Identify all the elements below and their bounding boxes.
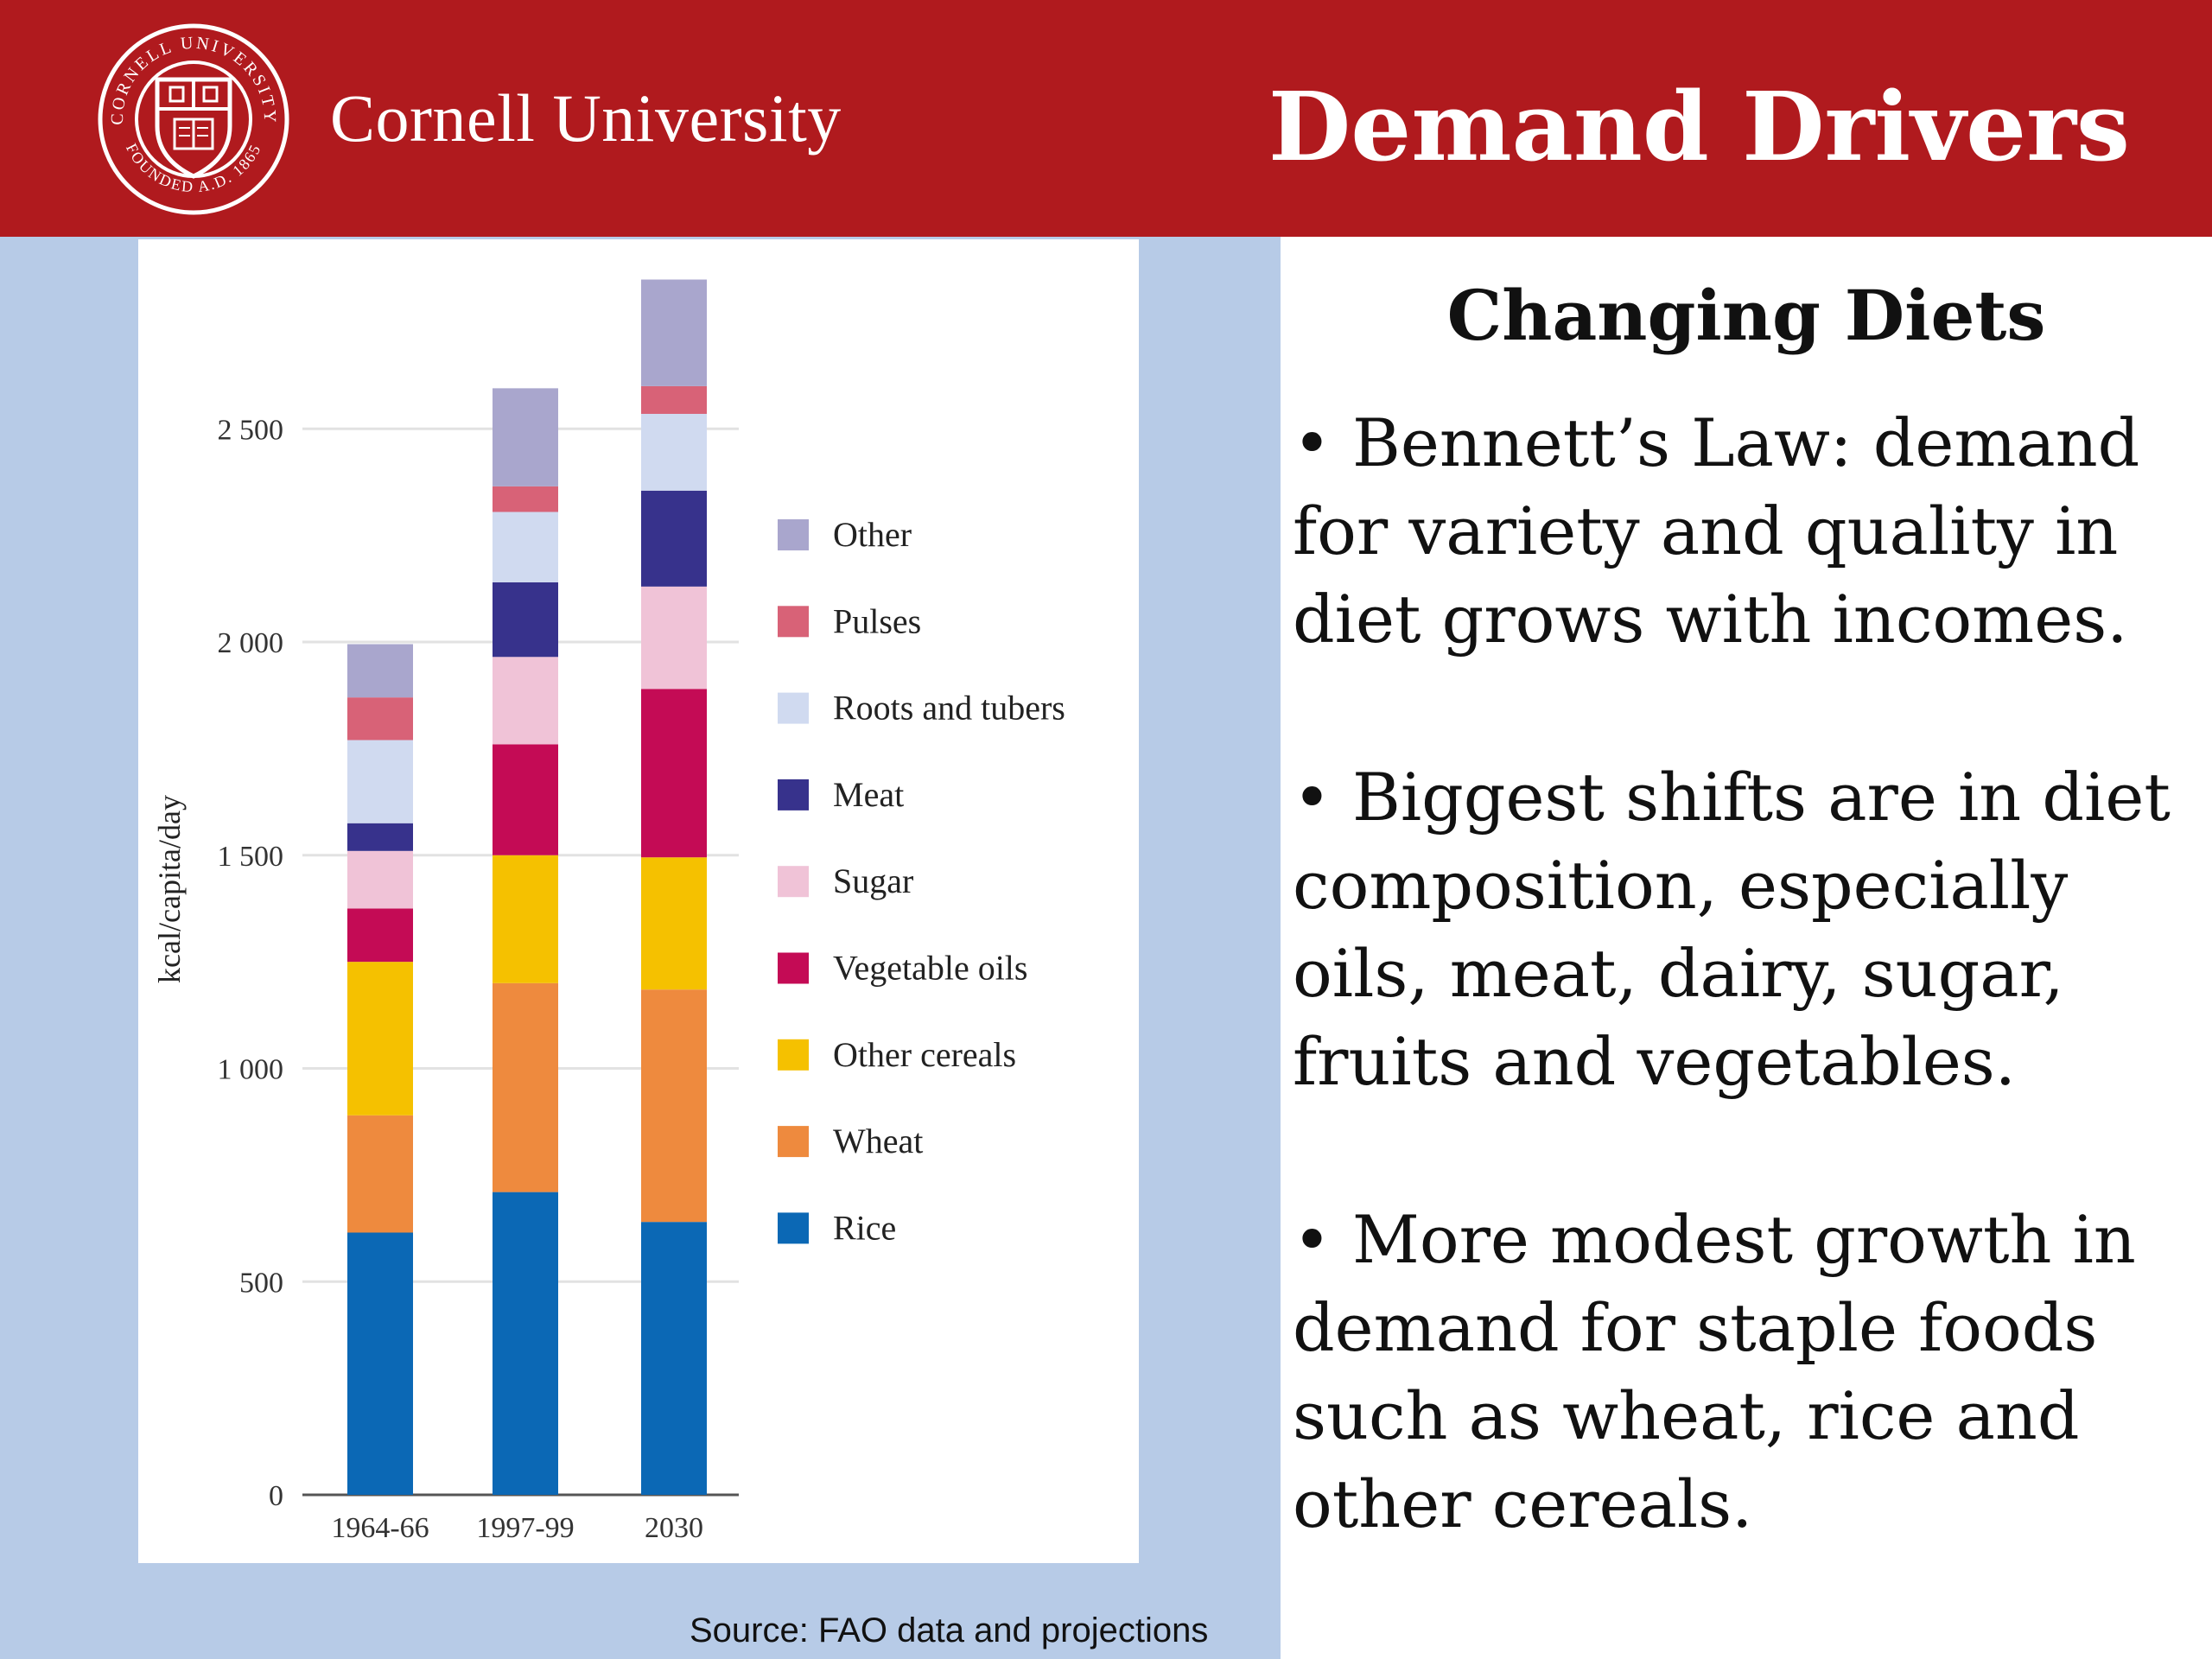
bar-1964-66-roots-and-tubers: [347, 740, 413, 823]
bar-2030-other-cereals: [641, 857, 707, 990]
legend-swatch-vegetable-oils: [778, 952, 809, 984]
legend-label-pulses: Pulses: [833, 601, 921, 640]
legend-label-wheat: Wheat: [833, 1122, 923, 1160]
y-axis-label: kcal/capita/day: [152, 795, 187, 983]
bullet-bennetts-law: Bennett’s Law: demand for variety and qu…: [1293, 399, 2200, 664]
bar-1997-99-meat: [493, 582, 558, 658]
bar-1997-99-pulses: [493, 486, 558, 512]
university-name: Cornell University: [330, 80, 842, 156]
cornell-seal-icon: CORNELL UNIVERSITY FOUNDED A.D. 1865: [98, 23, 289, 215]
bar-2030-meat: [641, 490, 707, 587]
legend-label-other: Other: [833, 515, 912, 554]
slide-title: Demand Drivers: [1268, 71, 2130, 182]
bar-1964-66-wheat: [347, 1115, 413, 1233]
bar-1964-66-other: [347, 644, 413, 698]
y-tick-label-1500: 1 500: [218, 841, 284, 873]
bar-1964-66-vegetable-oils: [347, 908, 413, 963]
bullet-staple-foods: More modest growth in demand for staple …: [1293, 1196, 2200, 1548]
legend-label-vegetable-oils: Vegetable oils: [833, 949, 1028, 988]
bar-2030-vegetable-oils: [641, 689, 707, 858]
legend-swatch-sugar: [778, 866, 809, 898]
bar-1997-99-wheat: [493, 982, 558, 1192]
bar-2030-other: [641, 279, 707, 386]
source-note: Source: FAO data and projections: [690, 1611, 1209, 1649]
y-tick-label-2500: 2 500: [218, 414, 284, 446]
bar-1997-99-roots-and-tubers: [493, 512, 558, 582]
bar-1997-99-rice: [493, 1192, 558, 1495]
bar-1964-66-meat: [347, 823, 413, 851]
bar-1964-66-other-cereals: [347, 962, 413, 1116]
bar-1964-66-pulses: [347, 697, 413, 741]
y-tick-label-1000: 1 000: [218, 1054, 284, 1086]
x-tick-label-2030: 2030: [645, 1512, 703, 1544]
x-tick-label-1964-66: 1964-66: [331, 1512, 429, 1544]
bar-2030-roots-and-tubers: [641, 413, 707, 491]
bar-2030-rice: [641, 1222, 707, 1495]
legend-label-sugar: Sugar: [833, 861, 913, 900]
legend-swatch-pulses: [778, 606, 809, 638]
legend-swatch-meat: [778, 779, 809, 810]
legend-label-other-cereals: Other cereals: [833, 1035, 1016, 1074]
legend-label-rice: Rice: [833, 1208, 896, 1247]
legend-swatch-rice: [778, 1212, 809, 1244]
chart-area: 0 500 1 000 1 500 2 000 2 500 kcal/capita/day 1…: [138, 239, 1139, 1563]
bar-1997-99-other: [493, 388, 558, 486]
legend-swatch-other: [778, 519, 809, 550]
bullet-diet-composition: Biggest shifts are in diet composition, …: [1293, 753, 2200, 1106]
x-tick-label-1997-99: 1997-99: [476, 1512, 574, 1544]
bar-1964-66-rice: [347, 1232, 413, 1495]
bullet-list: Bennett’s Law: demand for variety and qu…: [1293, 399, 2200, 1638]
bar-2030-pulses: [641, 385, 707, 414]
bar-1997-99-sugar: [493, 657, 558, 745]
legend-swatch-roots-and-tubers: [778, 692, 809, 724]
bar-1964-66-sugar: [347, 850, 413, 909]
legend-label-meat: Meat: [833, 775, 904, 814]
bar-1997-99-other-cereals: [493, 855, 558, 983]
bar-2030-wheat: [641, 989, 707, 1223]
y-tick-label-500: 500: [239, 1267, 283, 1299]
stacked-bar-chart: 0 500 1 000 1 500 2 000 2 500 kcal/capita/day 1…: [152, 279, 1065, 1544]
legend-swatch-wheat: [778, 1126, 809, 1158]
legend-label-roots-and-tubers: Roots and tubers: [833, 689, 1065, 728]
y-tick-label-2000: 2 000: [218, 627, 284, 659]
bar-2030-sugar: [641, 586, 707, 690]
bar-1997-99-vegetable-oils: [493, 744, 558, 855]
y-tick-label-0: 0: [269, 1480, 283, 1512]
section-title: Changing Diets: [1446, 275, 2046, 356]
header-bar: CORNELL UNIVERSITY FOUNDED A.D. 1865 Cor…: [0, 0, 2212, 237]
legend-swatch-other-cereals: [778, 1039, 809, 1071]
